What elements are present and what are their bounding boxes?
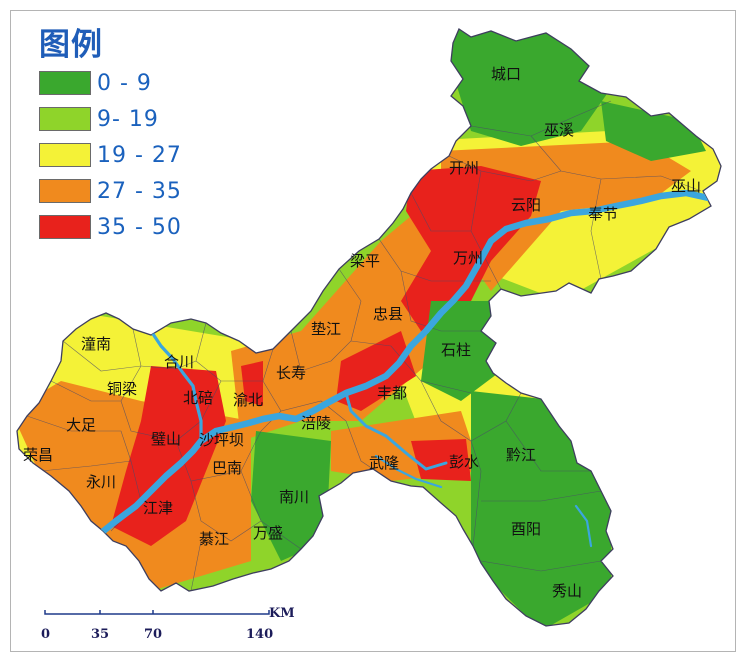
legend-title: 图例 (39, 27, 103, 63)
place-label: 涪陵 (301, 414, 331, 432)
legend-item: 35 - 50 (39, 209, 182, 245)
legend: 图例 0 - 9 9- 19 19 - 27 27 - 35 35 - 50 (39, 25, 182, 245)
place-label: 长寿 (276, 364, 306, 382)
place-label: 荣昌 (23, 446, 53, 464)
place-label: 黔江 (506, 446, 536, 464)
place-label: 北碚 (183, 389, 213, 407)
place-label: 彭水 (449, 453, 479, 471)
place-label: 城口 (491, 65, 521, 83)
place-label: 酉阳 (511, 520, 541, 538)
legend-label: 9- 19 (97, 106, 159, 132)
place-label: 綦江 (199, 530, 229, 548)
place-label: 石柱 (441, 341, 471, 359)
place-label: 永川 (86, 473, 116, 491)
wujiang-river (344, 391, 448, 471)
place-label: 巫溪 (544, 121, 574, 139)
place-label: 万盛 (253, 524, 283, 542)
scale-bar-line (44, 610, 270, 615)
legend-swatch (39, 179, 91, 203)
place-label: 梁平 (350, 252, 380, 270)
jialing-river (149, 329, 203, 443)
map-canvas: 城口巫溪巫山 开州云阳奉节梁平 万州垫江 忠县石柱 潼南合川长寿铜梁北碚 渝北 丰都大足 涪陵… (16, 28, 722, 642)
legend-swatch (39, 215, 91, 239)
place-label: 万州 (453, 249, 483, 267)
place-label: 垫江 (311, 320, 341, 338)
legend-item: 27 - 35 (39, 173, 182, 209)
scale-tick-70: 70 (144, 627, 162, 642)
legend-item: 19 - 27 (39, 137, 182, 173)
legend-label: 0 - 9 (97, 70, 152, 96)
youshui-river (574, 504, 593, 548)
tributary-river (374, 454, 443, 489)
place-label: 南川 (279, 488, 309, 506)
legend-item: 9- 19 (39, 101, 182, 137)
scale-unit: KM (269, 606, 295, 621)
legend-item: 0 - 9 (39, 65, 182, 101)
place-label: 丰都 (377, 384, 407, 402)
place-label: 云阳 (511, 196, 541, 214)
place-label: 潼南 (81, 335, 111, 353)
place-label: 巫山 (671, 177, 701, 195)
scale-bar: KM 0 35 70 140 (41, 606, 295, 642)
place-label: 江津 (143, 499, 173, 517)
legend-label: 19 - 27 (97, 142, 182, 168)
place-label: 璧山 (151, 430, 181, 448)
legend-label: 35 - 50 (97, 214, 182, 240)
place-label: 奉节 (588, 205, 618, 223)
place-label: 大足 (66, 416, 96, 434)
legend-swatch (39, 143, 91, 167)
place-label: 沙坪坝 (199, 431, 244, 449)
scale-tick-35: 35 (91, 627, 109, 642)
place-label: 忠县 (373, 305, 403, 323)
legend-label: 27 - 35 (97, 178, 182, 204)
map-frame: 城口巫溪巫山 开州云阳奉节梁平 万州垫江 忠县石柱 潼南合川长寿铜梁北碚 渝北 丰都大足 涪陵… (10, 10, 736, 652)
place-label: 秀山 (552, 582, 582, 600)
place-label: 合川 (164, 353, 194, 371)
legend-swatch (39, 71, 91, 95)
place-label: 武隆 (369, 454, 399, 472)
place-label: 渝北 (233, 391, 263, 409)
scale-tick-0: 0 (41, 627, 50, 642)
yangtze-river (97, 189, 717, 537)
place-label: 开州 (449, 159, 479, 177)
place-label: 铜梁 (107, 380, 137, 398)
scale-tick-140: 140 (246, 627, 273, 642)
place-label: 巴南 (212, 459, 242, 477)
legend-swatch (39, 107, 91, 131)
